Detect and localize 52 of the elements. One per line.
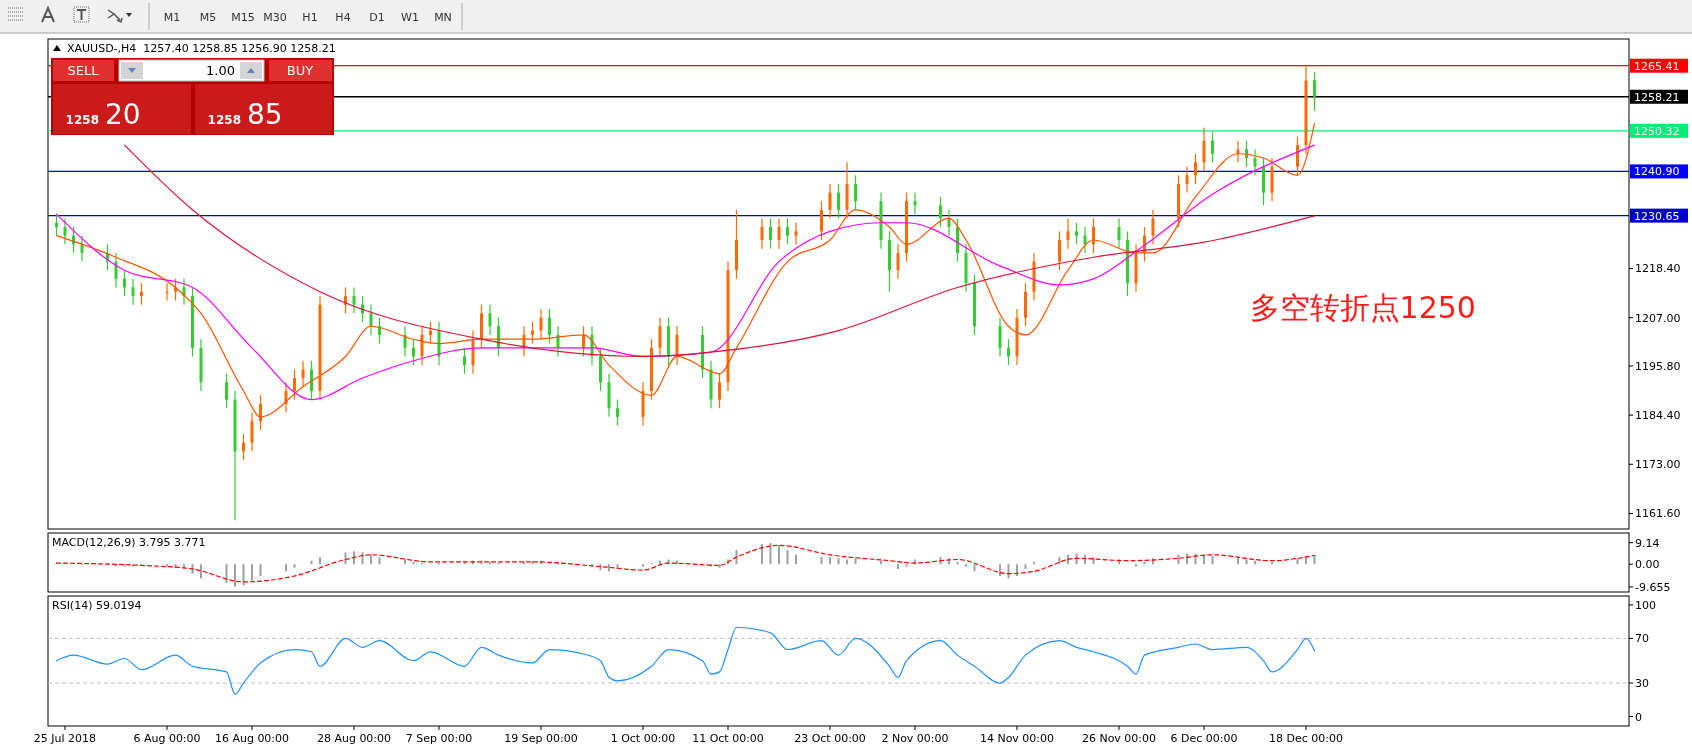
x-tick-label: 6 Dec 00:00 xyxy=(1170,732,1238,745)
ref-line-label: 1230.65 xyxy=(1634,209,1680,223)
text: W1 xyxy=(401,11,419,24)
y-tick-label: 1195.80 xyxy=(1635,359,1681,373)
text: M1 xyxy=(163,11,181,24)
annotation: 85 xyxy=(247,98,283,131)
y-tick-label: 1207.00 xyxy=(1635,311,1681,325)
y-tick-label: 1161.60 xyxy=(1635,507,1681,521)
y-tick-label: 30 xyxy=(1635,677,1649,691)
text: D1 xyxy=(369,11,385,24)
x-tick-label: 2 Nov 00:00 xyxy=(881,732,949,745)
y-tick-label: 1173.00 xyxy=(1635,458,1681,472)
text: MN xyxy=(434,11,452,24)
y-tick-label: 9.14 xyxy=(1635,536,1660,550)
y-tick-label: 100 xyxy=(1635,598,1656,612)
y-tick-label: 0.00 xyxy=(1635,558,1660,572)
text: H4 xyxy=(335,11,351,24)
x-tick-label: 7 Sep 00:00 xyxy=(405,732,473,745)
x-tick-label: 14 Nov 00:00 xyxy=(979,732,1055,745)
chart-title: XAUUSD-,H4 1257.40 1258.85 1256.90 1258.21 xyxy=(67,42,336,55)
text: M15 xyxy=(231,11,255,24)
chart-title: MACD(12,26,9) 3.795 3.771 xyxy=(52,536,206,549)
ref-line-label: 1265.41 xyxy=(1634,59,1680,73)
text: H1 xyxy=(302,11,318,24)
x-tick-label: 1 Oct 00:00 xyxy=(610,732,676,745)
text: M5 xyxy=(199,11,217,24)
y-tick-label: 1218.40 xyxy=(1635,262,1681,276)
annotation: 1258 xyxy=(65,113,99,127)
x-tick-label: 19 Sep 00:00 xyxy=(504,732,578,745)
x-tick-label: 23 Oct 00:00 xyxy=(794,732,866,745)
x-tick-label: 25 Jul 2018 xyxy=(33,732,97,745)
x-tick-label: 6 Aug 00:00 xyxy=(133,732,201,745)
ref-line-label: 1240.90 xyxy=(1634,165,1680,179)
y-tick-label: 1184.40 xyxy=(1635,409,1681,423)
y-tick-label: -9.655 xyxy=(1635,580,1671,594)
annotation: 20 xyxy=(105,98,141,131)
ref-line-label: 1250.32 xyxy=(1634,124,1680,138)
x-tick-label: 16 Aug 00:00 xyxy=(214,732,290,745)
text: M30 xyxy=(263,11,287,24)
annotation: 1258 xyxy=(207,113,241,127)
x-tick-label: 26 Nov 00:00 xyxy=(1081,732,1157,745)
chart-title: RSI(14) 59.0194 xyxy=(52,599,142,612)
annotation: 1.00 xyxy=(206,63,235,78)
annotation: SELL xyxy=(67,63,100,78)
ref-line-label: 1258.21 xyxy=(1634,90,1680,104)
x-tick-label: 11 Oct 00:00 xyxy=(692,732,764,745)
x-tick-label: 18 Dec 00:00 xyxy=(1269,732,1343,745)
annotation: BUY xyxy=(286,63,314,78)
y-tick-label: 70 xyxy=(1635,632,1649,646)
x-tick-label: 28 Aug 00:00 xyxy=(316,732,392,745)
annotation: 多空转折点1250 xyxy=(1249,290,1476,326)
y-tick-label: 0 xyxy=(1635,710,1642,724)
